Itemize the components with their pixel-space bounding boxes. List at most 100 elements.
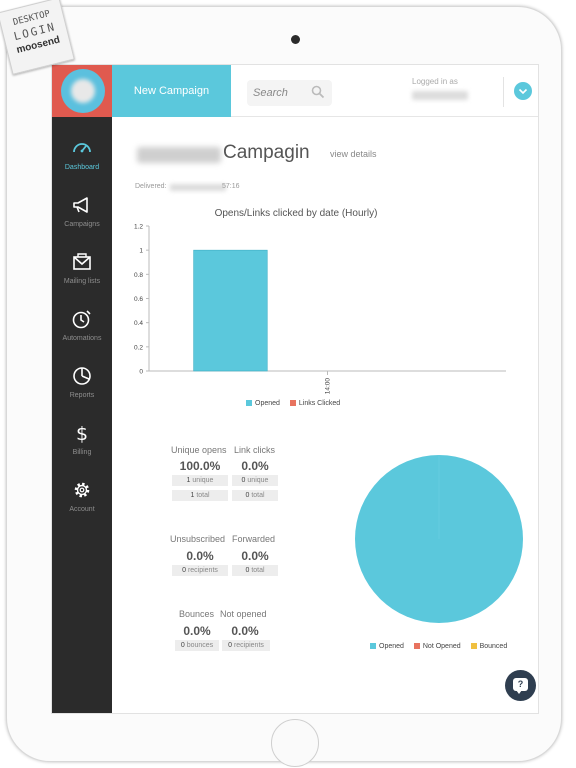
- link-clicks-value: 0.0%: [241, 459, 269, 473]
- help-label: ?: [517, 679, 524, 689]
- app-screen: New Campaign Logged in as: [51, 64, 539, 714]
- link-clicks-total-text: total: [251, 492, 265, 499]
- sidebar-item-mailing-lists[interactable]: Mailing lists: [52, 247, 112, 299]
- sidebar-item-label: Dashboard: [64, 164, 100, 171]
- sidebar-item-dashboard[interactable]: Dashboard: [52, 133, 112, 185]
- account-dropdown-button[interactable]: [514, 82, 532, 100]
- unique-opens-total-count: 1: [190, 492, 195, 499]
- chevron-down-icon: [518, 88, 528, 95]
- sidebar-item-automations[interactable]: Automations: [52, 304, 112, 356]
- legend-swatch-bounced: [470, 643, 477, 650]
- unique-opens-total-text: total: [196, 492, 210, 499]
- account-logo[interactable]: [52, 65, 112, 117]
- delivered-time: 57:16: [222, 183, 240, 190]
- not-opened-label: Not opened: [220, 609, 267, 619]
- sidebar-item-label: Automations: [62, 335, 102, 342]
- sidebar-item-reports[interactable]: Reports: [52, 361, 112, 413]
- link-clicks-total-chip: 0 total: [232, 490, 278, 501]
- chat-bubble-tail: [516, 690, 522, 694]
- y-tick-label: 0: [139, 369, 143, 376]
- x-tick-label: 14:00: [325, 378, 332, 395]
- not-opened-count-chip: 0 recipients: [222, 640, 270, 651]
- pie-icon: [73, 367, 91, 385]
- campaign-name-blurred: [137, 147, 221, 163]
- bounces-value: 0.0%: [183, 624, 211, 638]
- legend-links-clicked-label: Links Clicked: [298, 400, 341, 407]
- legend-swatch-opened: [370, 643, 376, 650]
- top-bar: New Campaign Logged in as: [52, 65, 538, 117]
- pie-chart-legend: Opened Not Opened Bounced: [370, 643, 507, 650]
- logged-in-username-blurred: [412, 91, 468, 100]
- unique-opens-unique-count: 1: [186, 477, 191, 484]
- avatar-image: [71, 79, 95, 103]
- avatar: [61, 69, 105, 113]
- y-tick-label: 0.6: [134, 296, 143, 303]
- gauge-icon: [73, 143, 91, 153]
- bounces-count-chip: 0 bounces: [175, 640, 219, 651]
- header-divider: [503, 77, 504, 107]
- search-box[interactable]: [247, 80, 332, 106]
- link-clicks-unique-count: 0: [241, 477, 246, 484]
- sidebar-item-account[interactable]: Account: [52, 475, 112, 527]
- chat-bubble-icon: ?: [513, 678, 528, 691]
- sidebar-item-label: Mailing lists: [63, 278, 101, 285]
- unsubscribed-value: 0.0%: [186, 549, 214, 563]
- sidebar: Dashboard Campaigns Mailing lists: [52, 117, 112, 713]
- link-clicks-unique-text: unique: [247, 477, 269, 484]
- forwarded-value: 0.0%: [241, 549, 269, 563]
- not-opened-count-text: recipients: [233, 642, 264, 649]
- help-chat-button[interactable]: ?: [505, 670, 536, 701]
- opens-links-bar-chart: 0 0.2 0.4 0.6 0.8 1 1.2 14:00: [134, 224, 506, 395]
- svg-text:$: $: [76, 423, 88, 444]
- sidebar-item-billing[interactable]: $ Billing: [52, 418, 112, 470]
- bounces-label: Bounces: [179, 609, 215, 619]
- unique-opens-value: 100.0%: [179, 459, 221, 473]
- sidebar-item-label: Campaigns: [64, 221, 100, 228]
- megaphone-icon: [73, 197, 88, 213]
- camera-dot: [291, 35, 300, 44]
- sidebar-item-campaigns[interactable]: Campaigns: [52, 190, 112, 242]
- legend-swatch-opened: [246, 400, 252, 407]
- delivered-label: Delivered:: [135, 183, 167, 190]
- search-input[interactable]: [253, 84, 311, 102]
- recipients-pie-chart: [355, 455, 523, 623]
- alarm-clock-icon: [72, 310, 91, 329]
- unsubscribed-count-chip: 0 recipients: [172, 565, 228, 576]
- legend-not-opened-label: Not Opened: [422, 643, 461, 650]
- legend-opened-label: Opened: [379, 643, 404, 650]
- forwarded-count-text: total: [251, 567, 265, 574]
- sidebar-item-label: Account: [69, 506, 95, 513]
- home-button[interactable]: [271, 719, 319, 767]
- forwarded-label: Forwarded: [232, 534, 276, 544]
- link-clicks-total-count: 0: [245, 492, 250, 499]
- y-tick-label: 0.4: [134, 320, 143, 327]
- search-icon[interactable]: [311, 85, 325, 99]
- legend-swatch-not-opened: [413, 643, 420, 650]
- page-title: Campagin: [223, 142, 310, 163]
- legend-opened-label: Opened: [255, 400, 280, 407]
- forwarded-count-chip: 0 total: [232, 565, 278, 576]
- bar-opened: [193, 249, 268, 372]
- sidebar-item-label: Billing: [72, 449, 92, 456]
- y-tick-label: 1: [139, 248, 143, 255]
- gear-icon: [74, 482, 90, 498]
- unsubscribed-label: Unsubscribed: [170, 534, 226, 544]
- unique-opens-unique-chip: 1 unique: [172, 475, 228, 486]
- sidebar-item-label: Reports: [69, 392, 95, 399]
- bar-chart-legend: Opened Links Clicked: [246, 400, 340, 407]
- link-clicks-label: Link clicks: [234, 445, 276, 455]
- delivered-date-blurred: [170, 184, 226, 191]
- legend-bounced-label: Bounced: [479, 643, 508, 650]
- new-campaign-button[interactable]: New Campaign: [112, 65, 231, 117]
- not-opened-count: 0: [228, 642, 232, 649]
- unique-opens-total-chip: 1 total: [172, 490, 228, 501]
- unique-opens-unique-text: unique: [192, 477, 214, 484]
- view-details-link[interactable]: view details: [330, 149, 377, 159]
- y-tick-label: 1.2: [134, 224, 143, 231]
- forwarded-count: 0: [245, 567, 250, 574]
- new-campaign-label: New Campaign: [133, 85, 210, 97]
- y-tick-label: 0.2: [134, 344, 143, 351]
- bounces-count-text: bounces: [186, 642, 214, 649]
- legend-swatch-links-clicked: [289, 400, 296, 407]
- not-opened-value: 0.0%: [231, 624, 259, 638]
